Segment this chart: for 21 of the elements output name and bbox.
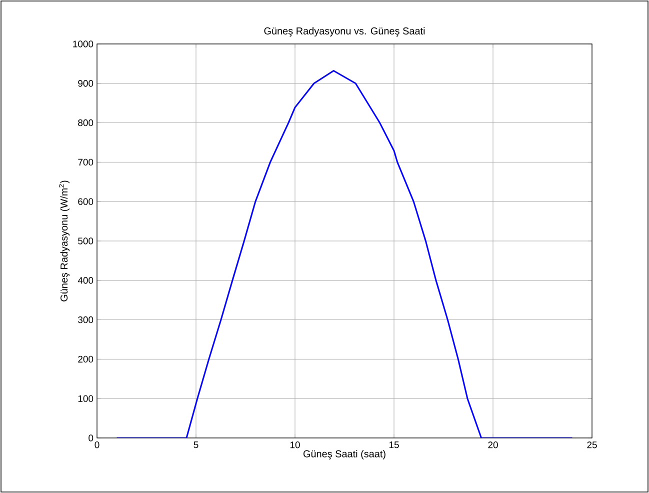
y-tick-label: 0 <box>88 434 94 442</box>
y-axis-title: Güneş Radyasyonu (W/m$^{2}$) <box>59 180 70 302</box>
y-tick-label: 1000 <box>73 40 94 48</box>
y-tick-label: 700 <box>78 158 94 166</box>
y-tick-label: 200 <box>78 356 94 363</box>
y-tick-label: 600 <box>78 198 94 205</box>
y-tick-label: 100 <box>78 395 94 402</box>
x-tick-label: 20 <box>488 442 498 448</box>
x-tick-label: 0 <box>94 442 100 448</box>
x-tick-label: 25 <box>587 442 597 448</box>
y-tick-label: 400 <box>78 277 94 284</box>
y-tick-label: 800 <box>78 119 94 126</box>
y-tick-label: 500 <box>78 238 94 244</box>
x-tick-label: 10 <box>290 442 300 448</box>
y-tick-label: 300 <box>78 316 94 324</box>
chart-title: Güneş Radyasyonu vs. Güneş Saati <box>264 27 425 36</box>
x-tick-label: 5 <box>194 442 198 448</box>
x-tick-label: 15 <box>389 442 399 448</box>
line-series <box>116 70 573 438</box>
x-axis-title: Güneş Saati (saat) <box>303 450 386 460</box>
y-tick-label: 900 <box>78 80 94 87</box>
